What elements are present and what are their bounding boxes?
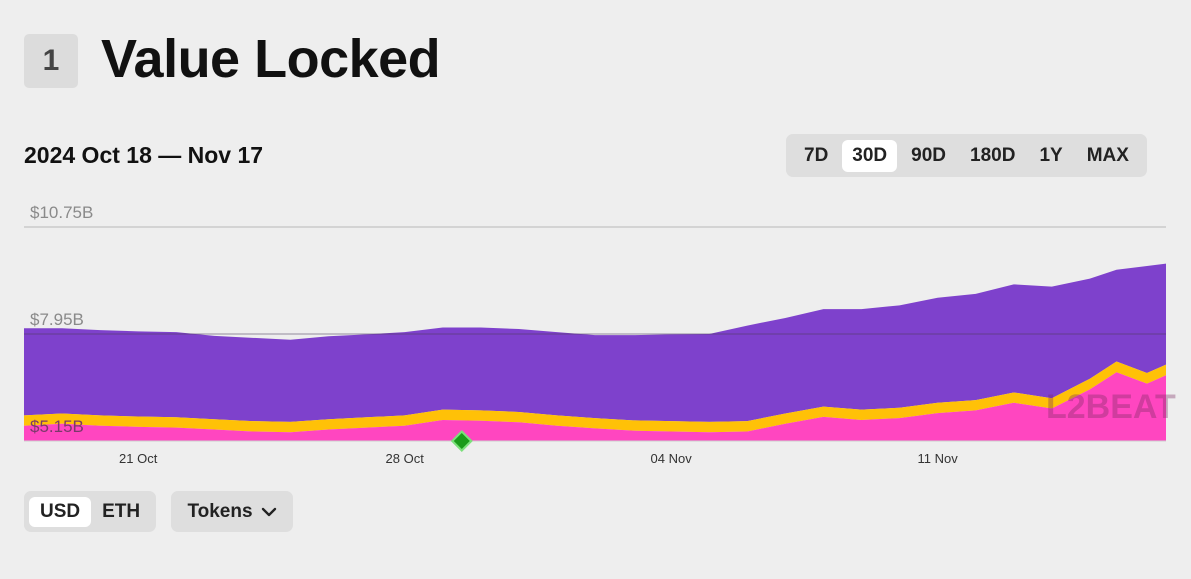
range-button-180d[interactable]: 180D — [970, 144, 1016, 166]
section-number-badge: 1 — [24, 34, 78, 88]
time-range-selector: 7D 30D 90D 180D 1Y MAX — [786, 134, 1147, 177]
unit-selector: USD ETH — [24, 491, 157, 532]
page-title: Value Locked — [101, 29, 441, 89]
chevron-down-icon — [261, 507, 277, 517]
date-range-label: 2024 Oct 18 — Nov 17 — [24, 142, 264, 168]
y-tick-label: $7.95B — [30, 310, 84, 329]
range-button-7d[interactable]: 7D — [804, 144, 829, 166]
range-button-90d[interactable]: 90D — [911, 144, 947, 166]
series-area-external — [24, 361, 1166, 433]
x-tick-label: 28 Oct — [386, 451, 425, 466]
range-button-max[interactable]: MAX — [1086, 144, 1129, 166]
tokens-dropdown-button[interactable]: Tokens — [171, 491, 293, 532]
x-tick-label: 21 Oct — [119, 451, 158, 466]
series-area-canonical — [24, 372, 1166, 441]
x-tick-label: 11 Nov — [917, 451, 958, 466]
x-tick-label: 04 Nov — [651, 451, 693, 466]
series-area-native — [24, 263, 1166, 422]
unit-button-usd[interactable]: USD — [29, 496, 92, 527]
value-locked-chart: $10.75B $7.95B $5.15B 21 Oct 28 Oct 04 Nov 11 … — [24, 203, 1176, 466]
l2beat-watermark-logo: L2BEAT — [1046, 388, 1176, 426]
unit-button-eth[interactable]: ETH — [102, 500, 141, 522]
tokens-label: Tokens — [187, 500, 253, 522]
range-button-1y[interactable]: 1Y — [1039, 144, 1063, 166]
range-button-30d[interactable]: 30D — [842, 139, 898, 172]
y-tick-label: $10.75B — [30, 203, 93, 222]
y-tick-label: $5.15B — [30, 417, 84, 436]
milestone-marker[interactable] — [453, 433, 470, 449]
